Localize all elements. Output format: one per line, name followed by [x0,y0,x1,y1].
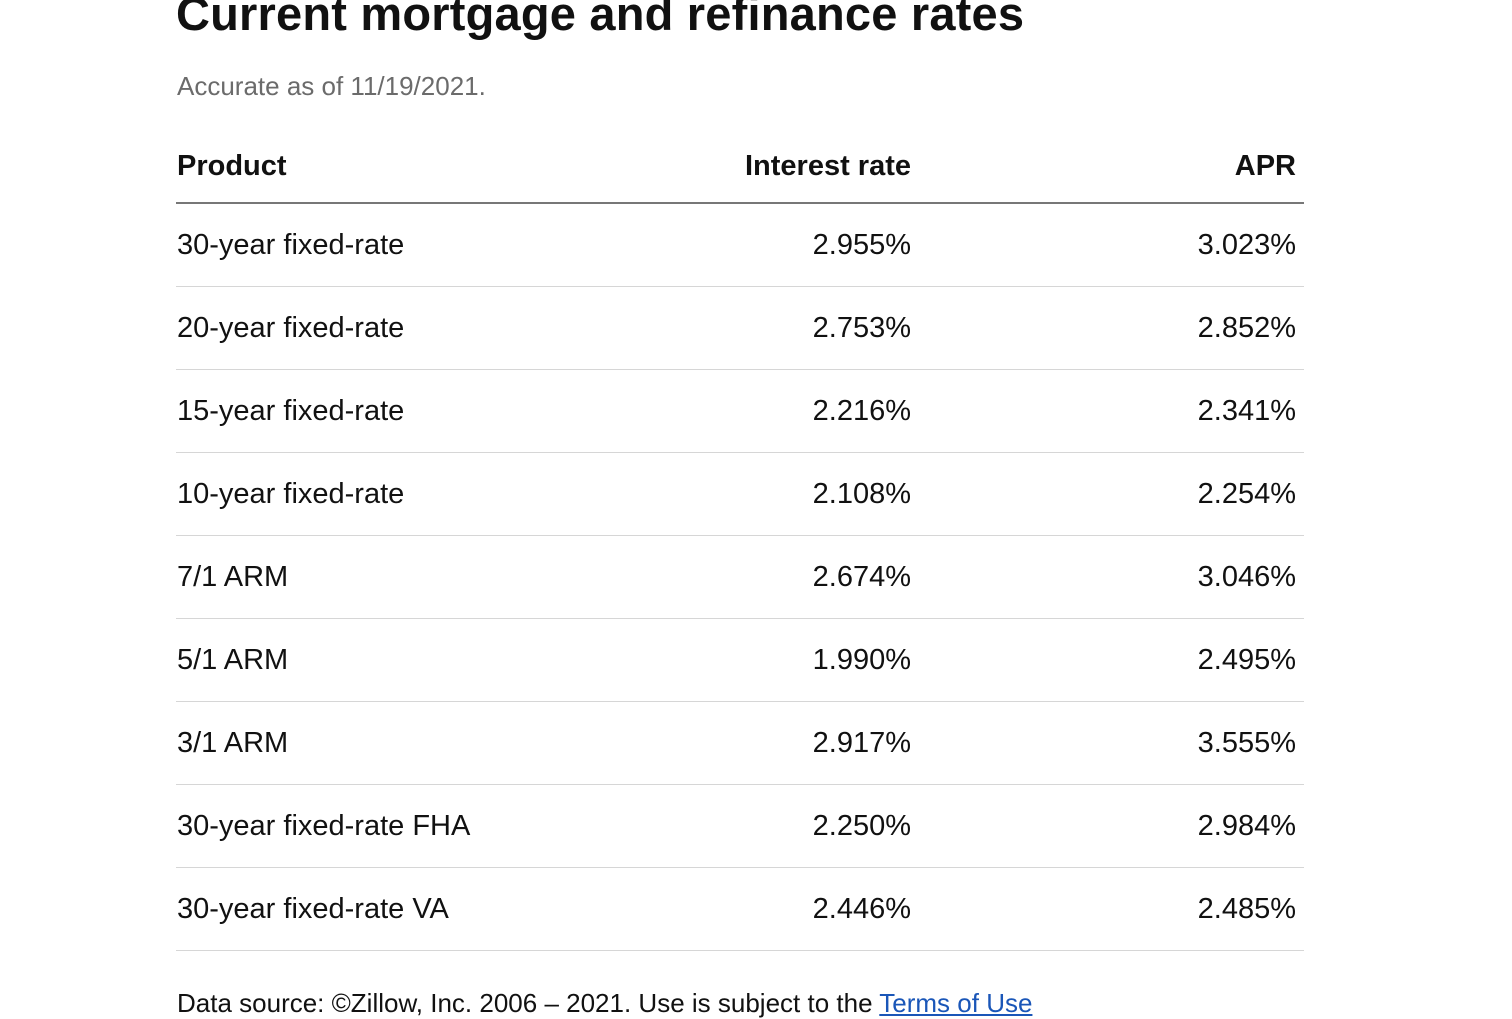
apr-cell: 3.555% [911,701,1304,785]
apr-cell: 3.046% [911,535,1304,619]
column-header-product: Product [176,130,716,204]
product-cell: 7/1 ARM [176,535,716,619]
product-cell: 20-year fixed-rate [176,286,716,370]
table-row: 3/1 ARM 2.917% 3.555% [176,701,1304,785]
table-header-row: Product Interest rate APR [176,130,1304,204]
interest-rate-cell: 2.216% [716,369,911,453]
accuracy-note: Accurate as of 11/19/2021. [177,71,486,101]
apr-cell: 2.984% [911,784,1304,868]
interest-rate-cell: 2.446% [716,867,911,951]
interest-rate-cell: 2.108% [716,452,911,536]
table-row: 15-year fixed-rate 2.216% 2.341% [176,369,1304,453]
table-row: 30-year fixed-rate 2.955% 3.023% [176,203,1304,287]
column-header-interest-rate: Interest rate [716,130,911,204]
interest-rate-cell: 2.753% [716,286,911,370]
table-row: 5/1 ARM 1.990% 2.495% [176,618,1304,702]
product-cell: 30-year fixed-rate FHA [176,784,716,868]
product-cell: 3/1 ARM [176,701,716,785]
apr-cell: 2.495% [911,618,1304,702]
rates-table: Product Interest rate APR 30-year fixed-… [176,130,1304,951]
apr-cell: 3.023% [911,203,1304,287]
interest-rate-cell: 2.955% [716,203,911,287]
data-source-note: Data source: ©Zillow, Inc. 2006 – 2021. … [177,987,1032,1019]
interest-rate-cell: 1.990% [716,618,911,702]
interest-rate-cell: 2.250% [716,784,911,868]
page-title: Current mortgage and refinance rates [176,0,1025,40]
table-row: 30-year fixed-rate VA 2.446% 2.485% [176,867,1304,951]
table-row: 10-year fixed-rate 2.108% 2.254% [176,452,1304,536]
product-cell: 30-year fixed-rate [176,203,716,287]
table-row: 20-year fixed-rate 2.753% 2.852% [176,286,1304,370]
apr-cell: 2.254% [911,452,1304,536]
product-cell: 10-year fixed-rate [176,452,716,536]
product-cell: 30-year fixed-rate VA [176,867,716,951]
table-row: 7/1 ARM 2.674% 3.046% [176,535,1304,619]
terms-of-use-link[interactable]: Terms of Use [879,988,1033,1018]
apr-cell: 2.341% [911,369,1304,453]
data-source-text: Data source: ©Zillow, Inc. 2006 – 2021. … [177,988,880,1018]
table-row: 30-year fixed-rate FHA 2.250% 2.984% [176,784,1304,868]
interest-rate-cell: 2.917% [716,701,911,785]
apr-cell: 2.852% [911,286,1304,370]
interest-rate-cell: 2.674% [716,535,911,619]
product-cell: 5/1 ARM [176,618,716,702]
product-cell: 15-year fixed-rate [176,369,716,453]
apr-cell: 2.485% [911,867,1304,951]
column-header-apr: APR [911,130,1304,204]
